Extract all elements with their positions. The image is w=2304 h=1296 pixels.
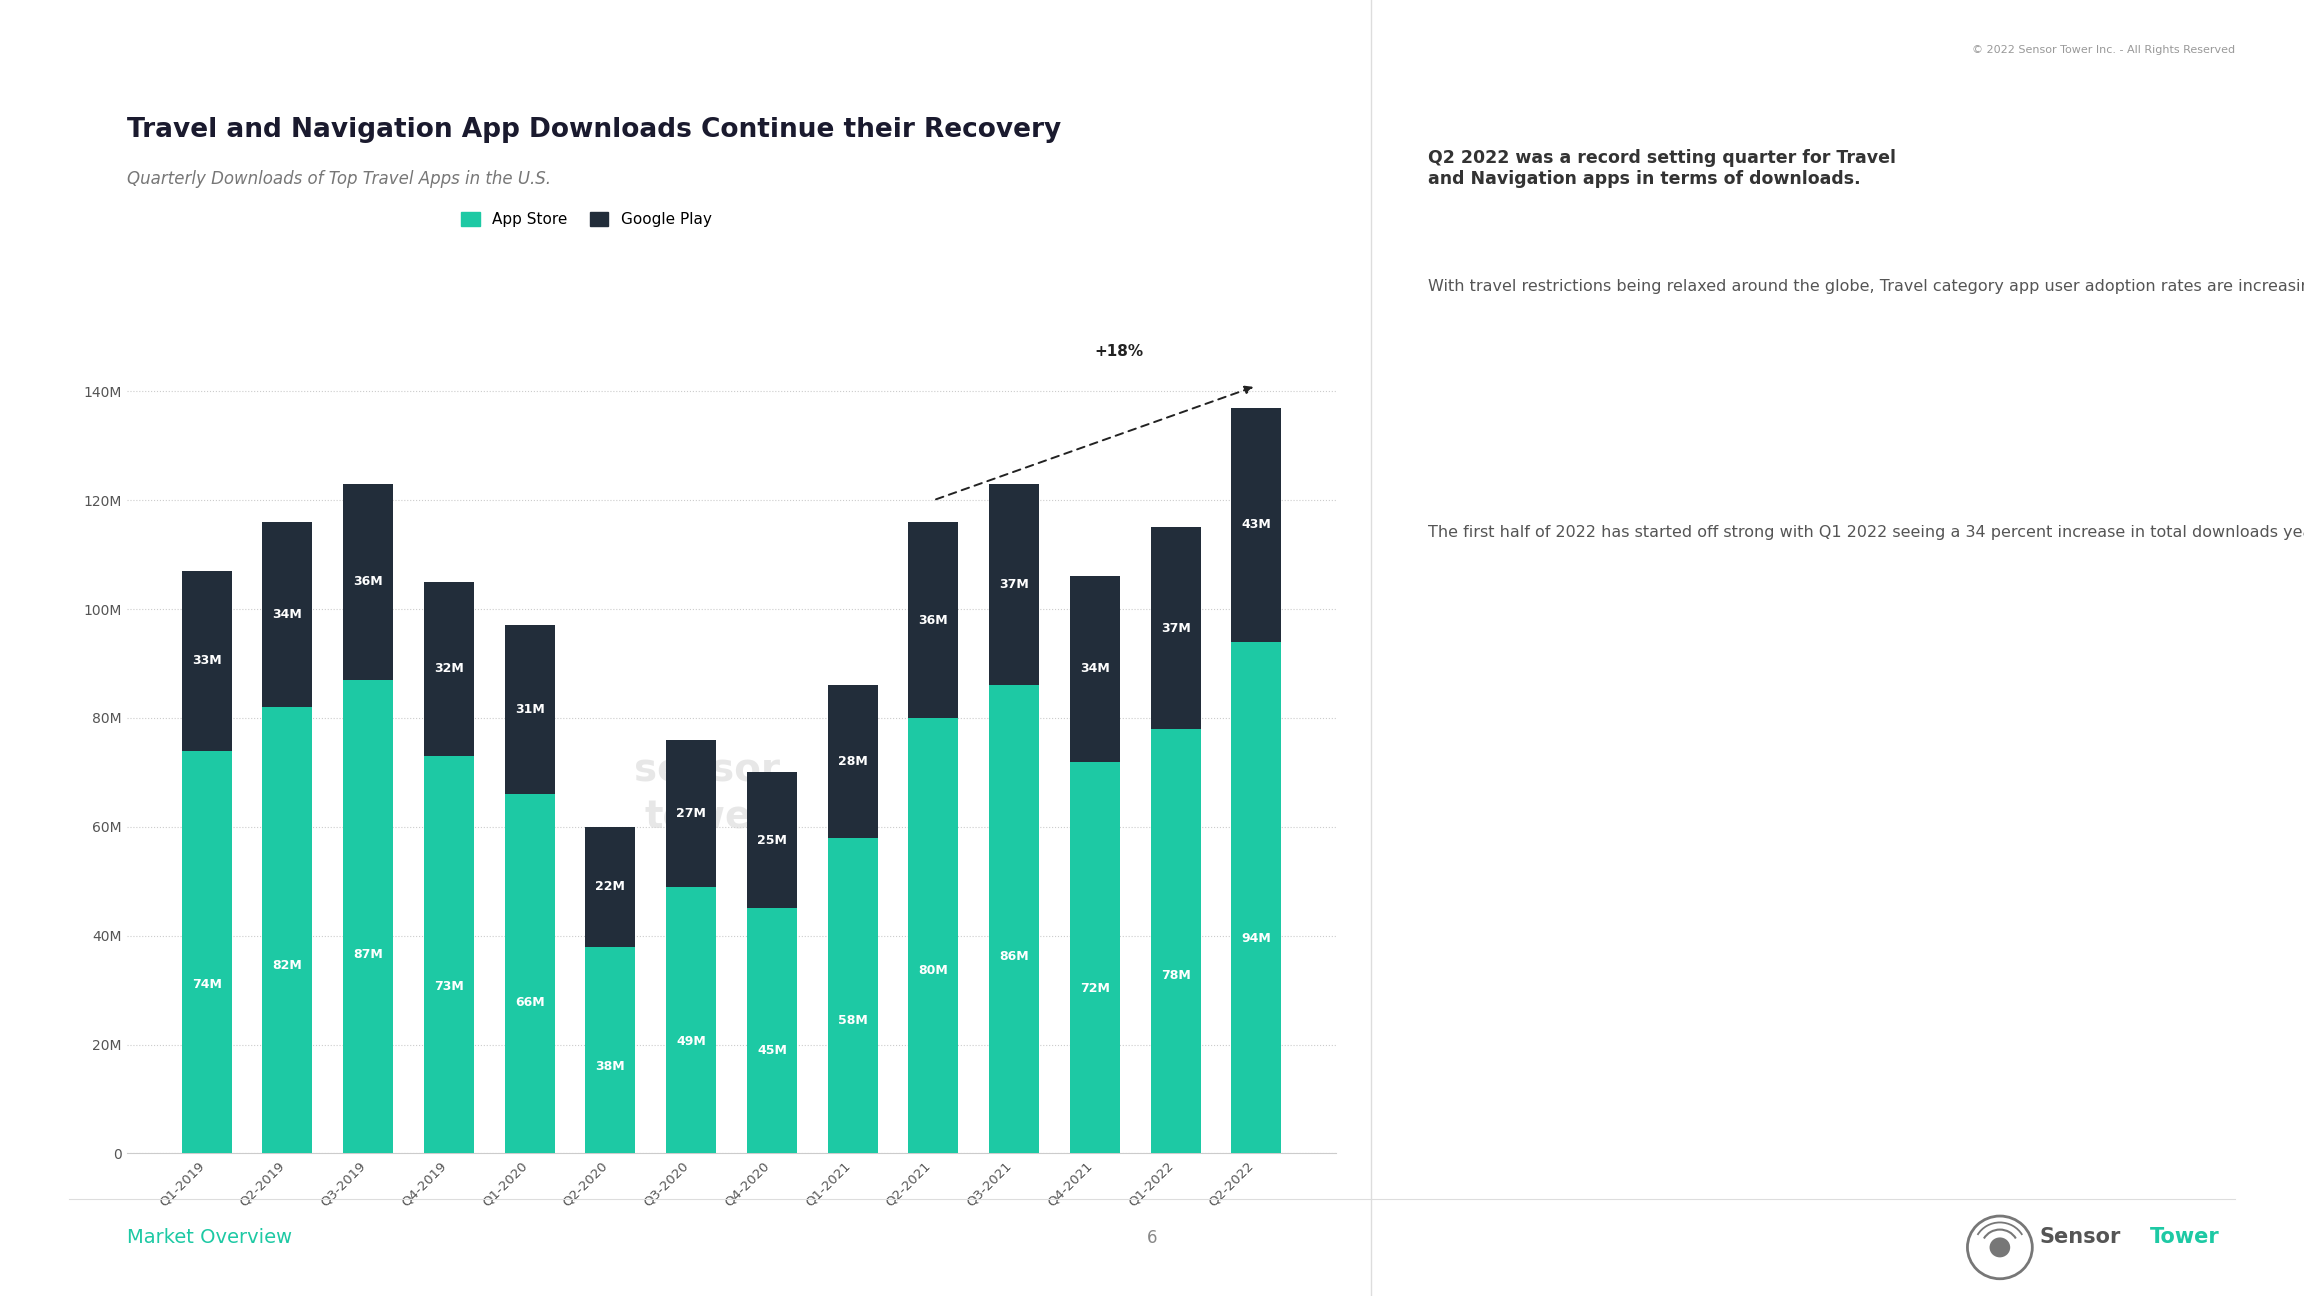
Bar (666, 740, 717, 886)
Text: 58M: 58M (839, 1015, 869, 1028)
Text: 82M: 82M (272, 959, 302, 972)
Text: Market Overview: Market Overview (127, 1227, 293, 1247)
Text: Quarterly Downloads of Top Travel Apps in the U.S.: Quarterly Downloads of Top Travel Apps i… (127, 170, 551, 188)
Text: Tower: Tower (2150, 1227, 2219, 1247)
Bar (908, 522, 958, 718)
Bar (1230, 408, 1281, 642)
Text: 33M: 33M (191, 654, 221, 667)
Text: sensor
tower: sensor tower (634, 752, 781, 837)
Bar (1150, 728, 1200, 1153)
Bar (1069, 762, 1120, 1153)
Text: 22M: 22M (594, 880, 624, 893)
Text: 28M: 28M (839, 756, 869, 769)
Text: 66M: 66M (514, 997, 544, 1010)
Text: 73M: 73M (433, 980, 463, 993)
Bar (343, 680, 394, 1153)
Legend: App Store, Google Play: App Store, Google Play (456, 206, 717, 233)
Text: The first half of 2022 has started off strong with Q1 2022 seeing a 34 percent i: The first half of 2022 has started off s… (1428, 525, 2304, 540)
Bar (505, 626, 555, 794)
Text: 45M: 45M (758, 1045, 788, 1058)
Bar (988, 483, 1039, 686)
Bar (182, 750, 233, 1153)
Text: 94M: 94M (1242, 932, 1272, 945)
Text: 38M: 38M (597, 1060, 624, 1073)
Text: Travel and Navigation App Downloads Continue their Recovery: Travel and Navigation App Downloads Cont… (127, 117, 1060, 143)
Text: 27M: 27M (675, 806, 705, 820)
Bar (585, 827, 636, 946)
Text: 34M: 34M (1081, 662, 1111, 675)
Bar (746, 772, 797, 908)
Bar (585, 946, 636, 1153)
Text: 36M: 36M (919, 613, 949, 626)
Text: 6: 6 (1147, 1229, 1157, 1247)
Bar (827, 686, 878, 837)
Text: Q2 2022 was a record setting quarter for Travel
and Navigation apps in terms of : Q2 2022 was a record setting quarter for… (1428, 149, 1896, 188)
Bar (263, 708, 313, 1153)
Text: 36M: 36M (353, 575, 382, 588)
Text: 49M: 49M (677, 1036, 705, 1048)
Bar (746, 908, 797, 1153)
Text: Sensor: Sensor (2039, 1227, 2120, 1247)
Text: 31M: 31M (514, 704, 544, 717)
Bar (1069, 577, 1120, 762)
Bar (263, 522, 313, 708)
Bar (666, 886, 717, 1153)
Circle shape (1991, 1238, 2009, 1257)
Text: 72M: 72M (1081, 982, 1111, 995)
Bar (424, 582, 475, 756)
Bar (988, 686, 1039, 1153)
Bar (1150, 527, 1200, 728)
Bar (827, 837, 878, 1153)
Text: +18%: +18% (1094, 343, 1143, 359)
Text: 43M: 43M (1242, 518, 1272, 531)
Bar (424, 756, 475, 1153)
Bar (182, 572, 233, 750)
Bar (343, 483, 394, 680)
Text: 74M: 74M (191, 977, 221, 990)
Text: 32M: 32M (433, 662, 463, 675)
Text: 25M: 25M (758, 833, 788, 848)
Text: 87M: 87M (353, 949, 382, 962)
Bar (908, 718, 958, 1153)
Text: 37M: 37M (1000, 578, 1030, 591)
Text: 37M: 37M (1161, 622, 1191, 635)
Text: With travel restrictions being relaxed around the globe, Travel category app use: With travel restrictions being relaxed a… (1428, 279, 2304, 294)
Bar (1230, 642, 1281, 1153)
Text: 34M: 34M (272, 608, 302, 621)
Text: 78M: 78M (1161, 968, 1191, 981)
Text: © 2022 Sensor Tower Inc. - All Rights Reserved: © 2022 Sensor Tower Inc. - All Rights Re… (1972, 45, 2235, 56)
Text: 80M: 80M (919, 964, 949, 977)
Text: 86M: 86M (1000, 950, 1030, 963)
Bar (505, 794, 555, 1153)
